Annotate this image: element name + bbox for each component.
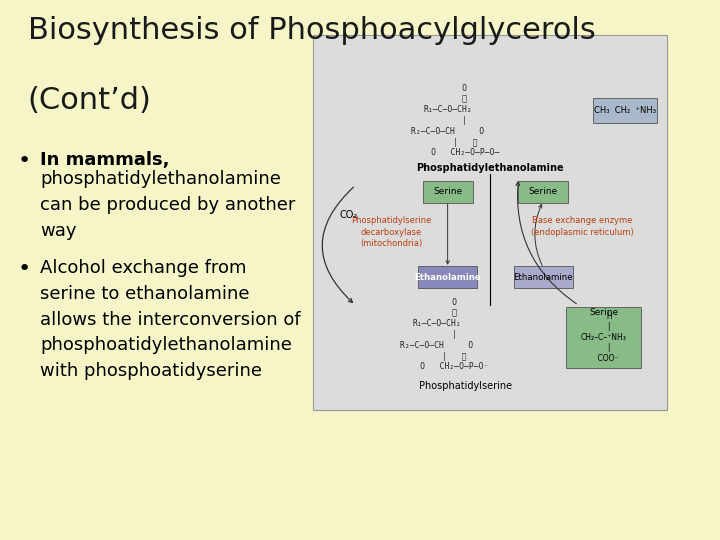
Text: Ethanolamine: Ethanolamine <box>414 273 481 282</box>
Text: H
     |
CH₂–C–⁺NH₃
     |
    COO⁻: H | CH₂–C–⁺NH₃ | COO⁻ <box>580 312 626 362</box>
Text: Base exchange enzyme
(endoplasmic reticulum): Base exchange enzyme (endoplasmic reticu… <box>531 217 634 237</box>
Text: Phosphatidylethanolamine: Phosphatidylethanolamine <box>416 163 564 173</box>
Text: Phosphatidylserine: Phosphatidylserine <box>419 381 512 391</box>
Text: Ethanolamine: Ethanolamine <box>513 273 573 282</box>
FancyBboxPatch shape <box>593 98 657 123</box>
FancyBboxPatch shape <box>514 266 573 288</box>
Text: CH₃  CH₂  ⁺NH₃: CH₃ CH₂ ⁺NH₃ <box>594 106 656 114</box>
FancyBboxPatch shape <box>566 307 641 368</box>
FancyArrowPatch shape <box>516 182 577 304</box>
Text: Alcohol exchange from
serine to ethanolamine
allows the interconversion of
phosp: Alcohol exchange from serine to ethanola… <box>40 259 300 380</box>
Text: Phosphatidylserine
decarboxylase
(mitochondria): Phosphatidylserine decarboxylase (mitoch… <box>351 216 431 248</box>
FancyBboxPatch shape <box>418 266 477 288</box>
Text: CO₂: CO₂ <box>339 210 358 220</box>
Text: phosphatidylethanolamine
can be produced by another
way: phosphatidylethanolamine can be produced… <box>40 170 295 240</box>
FancyArrowPatch shape <box>446 204 449 264</box>
Text: O
       ∥
R₁–C–O–CH₂
       |
R₂–C–O–CH     O
       |   ∥
       O   CH₂–O–P–O: O ∥ R₁–C–O–CH₂ | R₂–C–O–CH O | ∥ O CH₂–O… <box>386 298 488 372</box>
FancyBboxPatch shape <box>423 181 473 202</box>
Text: •: • <box>17 151 30 171</box>
FancyBboxPatch shape <box>313 35 667 410</box>
Text: •: • <box>17 259 30 279</box>
FancyBboxPatch shape <box>518 181 568 202</box>
Text: Serine: Serine <box>589 308 618 318</box>
Text: Serine: Serine <box>528 187 558 197</box>
Text: Serine: Serine <box>433 187 462 197</box>
Text: (Cont’d): (Cont’d) <box>27 86 151 116</box>
FancyArrowPatch shape <box>323 187 354 302</box>
FancyArrowPatch shape <box>535 205 542 265</box>
Text: Biosynthesis of Phosphoacylglycerols: Biosynthesis of Phosphoacylglycerols <box>27 16 595 45</box>
Text: O
       ∥
R₁–C–O–CH₂
       |
R₂–C–O–CH     O
       |   ∥
       O   CH₂–O–P–O: O ∥ R₁–C–O–CH₂ | R₂–C–O–CH O | ∥ O CH₂–O… <box>397 84 499 157</box>
Text: In mammals,: In mammals, <box>40 151 169 169</box>
